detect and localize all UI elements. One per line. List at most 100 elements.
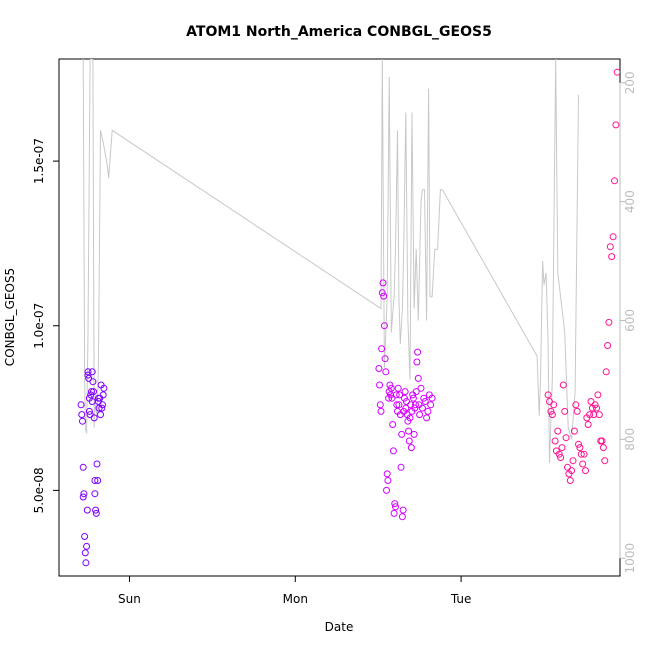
- data-point: [564, 463, 571, 471]
- data-point: [608, 253, 616, 261]
- data-point: [548, 411, 556, 419]
- data-point: [80, 490, 88, 498]
- data-point: [395, 401, 403, 409]
- data-point: [566, 477, 574, 484]
- data-point: [401, 388, 409, 396]
- data-point: [92, 506, 100, 514]
- data-point: [576, 444, 584, 452]
- data-point: [555, 450, 563, 458]
- y-tick-label: 1.5e-07: [32, 138, 46, 184]
- data-point: [88, 368, 96, 376]
- data-point: [376, 381, 384, 389]
- x-axis-label: Date: [325, 620, 354, 634]
- right-tick-label: 800: [623, 428, 637, 451]
- data-point: [79, 463, 87, 471]
- right-tick-label: 1000: [623, 543, 637, 574]
- data-point: [79, 417, 86, 425]
- data-point: [78, 411, 86, 419]
- data-point: [413, 358, 421, 366]
- data-point: [405, 427, 413, 435]
- data-point: [398, 513, 406, 521]
- x-tick-label: Tue: [450, 592, 472, 606]
- data-point: [605, 318, 613, 326]
- data-point: [390, 509, 398, 517]
- data-point: [98, 404, 106, 412]
- data-point: [606, 243, 614, 251]
- y-axis-label: CONBGL_GEOS5: [3, 268, 17, 366]
- right-tick-label: 400: [623, 190, 637, 213]
- data-point: [97, 411, 104, 419]
- data-point: [376, 401, 384, 409]
- data-point: [420, 394, 428, 402]
- data-point: [412, 401, 419, 409]
- data-point: [405, 437, 413, 445]
- data-point: [558, 444, 566, 452]
- data-point: [81, 549, 89, 557]
- data-point: [424, 407, 432, 415]
- data-point: [573, 407, 581, 415]
- data-point: [399, 506, 407, 514]
- data-point: [379, 279, 387, 287]
- x-axis: Sun Mon Tue: [118, 575, 472, 606]
- data-point: [554, 427, 562, 435]
- data-point: [417, 384, 425, 392]
- data-point: [561, 407, 569, 415]
- data-point: [389, 421, 397, 428]
- right-tick-label: 200: [623, 71, 637, 94]
- data-point: [544, 391, 552, 399]
- altitude-series-line: [82, 59, 579, 464]
- data-point: [381, 355, 389, 363]
- data-point: [398, 430, 406, 438]
- data-point: [412, 388, 420, 396]
- data-point: [582, 467, 589, 475]
- data-point: [611, 177, 618, 185]
- data-point: [416, 411, 424, 419]
- data-point: [577, 450, 585, 458]
- data-point: [402, 404, 410, 412]
- data-point: [85, 374, 93, 382]
- data-point: [91, 477, 99, 484]
- data-point: [94, 477, 102, 484]
- data-point: [598, 437, 606, 445]
- right-tick-label: 600: [623, 309, 637, 332]
- data-point: [89, 378, 97, 386]
- data-point: [396, 391, 404, 399]
- data-point: [393, 401, 401, 409]
- chart-title: ATOM1 North_America CONBGL_GEOS5: [186, 24, 492, 40]
- data-point: [579, 460, 587, 468]
- data-point: [383, 486, 390, 494]
- data-point: [562, 434, 570, 442]
- x-tick-label: Mon: [283, 592, 308, 606]
- data-point: [380, 292, 388, 300]
- data-point: [391, 500, 399, 508]
- data-point: [599, 444, 607, 452]
- data-point: [547, 407, 555, 415]
- data-point: [79, 493, 87, 501]
- data-point: [557, 454, 565, 461]
- data-point: [595, 411, 603, 419]
- data-point: [568, 467, 576, 475]
- data-point: [88, 388, 95, 396]
- altitude-line-layer: [82, 59, 579, 464]
- data-point: [572, 401, 580, 409]
- data-point: [409, 394, 417, 402]
- data-point: [92, 509, 100, 517]
- data-point: [77, 401, 85, 409]
- data-point: [100, 384, 108, 392]
- data-point: [375, 365, 383, 372]
- data-point: [602, 368, 610, 376]
- data-point: [584, 421, 592, 428]
- data-point: [427, 401, 435, 409]
- data-point: [83, 506, 91, 514]
- data-point: [421, 398, 429, 405]
- data-point: [591, 401, 599, 409]
- data-point: [569, 457, 577, 465]
- data-point: [392, 391, 400, 399]
- data-point: [414, 348, 422, 356]
- data-point: [428, 394, 436, 402]
- data-point: [613, 68, 620, 76]
- data-point: [546, 398, 553, 405]
- data-point: [609, 233, 617, 241]
- data-point: [91, 490, 99, 498]
